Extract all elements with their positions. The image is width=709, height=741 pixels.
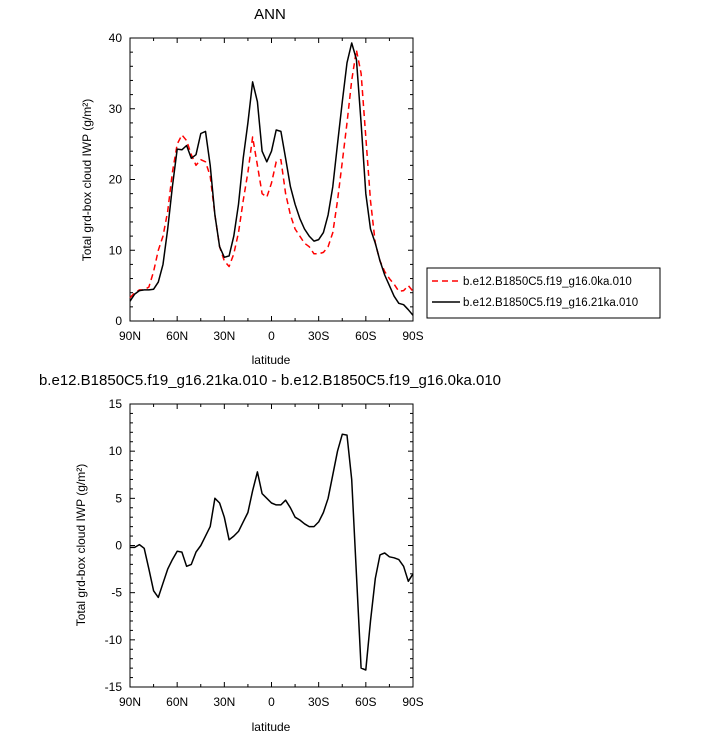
top-x-tick-label: 30S <box>308 329 329 343</box>
legend-label-21ka: b.e12.B1850C5.f19_g16.21ka.010 <box>463 297 638 309</box>
top-y-tick-label: 30 <box>109 102 123 116</box>
top-series-line-0 <box>129 49 414 299</box>
top-chart-title: ANN <box>254 6 286 23</box>
top-y-axis-label: Total grd-box cloud IWP (g/m²) <box>80 99 94 262</box>
top-x-tick-label: 60N <box>166 329 188 343</box>
legend: b.e12.B1850C5.f19_g16.0ka.010 b.e12.B185… <box>426 267 661 319</box>
bottom-series-line-0 <box>130 433 414 671</box>
top-x-tick-label: 0 <box>268 329 275 343</box>
bottom-y-axis-label: Total grd-box cloud IWP (g/m²) <box>74 464 88 627</box>
top-x-tick-label: 60S <box>355 329 376 343</box>
top-x-tick-label: 30N <box>213 329 235 343</box>
bottom-x-axis: 90N 60N 30N 0 30S 60S 90S <box>119 404 424 709</box>
top-x-axis-label: latitude <box>252 353 291 367</box>
bottom-y-tick-label: 10 <box>109 444 123 458</box>
bottom-plot-frame <box>129 403 414 688</box>
bottom-x-tick-label: 90N <box>119 695 141 709</box>
top-y-tick-label: 20 <box>109 173 123 187</box>
top-y-axis: 0 10 20 30 40 <box>109 31 413 328</box>
legend-label-0ka: b.e12.B1850C5.f19_g16.0ka.010 <box>463 276 632 288</box>
bottom-y-tick-label: 15 <box>109 397 123 411</box>
bottom-y-tick-label: -10 <box>105 633 123 647</box>
bottom-x-axis-label: latitude <box>252 720 291 734</box>
bottom-y-tick-label: -15 <box>105 680 123 694</box>
bottom-x-tick-label: 60N <box>166 695 188 709</box>
bottom-series <box>130 433 414 671</box>
top-y-tick-label: 40 <box>109 31 123 45</box>
top-y-tick-label: 10 <box>109 243 123 257</box>
bottom-x-tick-label: 0 <box>268 695 275 709</box>
bottom-x-tick-label: 60S <box>355 695 376 709</box>
bottom-y-tick-label: 0 <box>115 539 122 553</box>
bottom-y-axis: -15 -10 -5 0 5 10 15 <box>105 397 413 694</box>
top-plot-frame <box>129 37 414 322</box>
top-x-axis: 90N 60N 30N 0 30S 60S 90S <box>119 38 424 343</box>
bottom-chart-title: b.e12.B1850C5.f19_g16.21ka.010 - b.e12.B… <box>39 372 501 389</box>
bottom-x-tick-label: 90S <box>402 695 423 709</box>
legend-box <box>426 267 661 319</box>
bottom-panel: b.e12.B1850C5.f19_g16.21ka.010 - b.e12.B… <box>39 372 501 734</box>
bottom-x-tick-label: 30N <box>213 695 235 709</box>
top-x-tick-label: 90N <box>119 329 141 343</box>
top-x-tick-label: 90S <box>402 329 423 343</box>
bottom-y-tick-label: -5 <box>111 586 122 600</box>
bottom-x-tick-label: 30S <box>308 695 329 709</box>
bottom-y-tick-label: 5 <box>115 491 122 505</box>
top-series <box>129 42 414 316</box>
top-y-tick-label: 0 <box>115 314 122 328</box>
top-series-line-1 <box>129 42 414 316</box>
top-panel: ANN 90N 60N 30N 0 30S 60S 90S 0 10 20 30 40 latitu… <box>80 6 424 367</box>
